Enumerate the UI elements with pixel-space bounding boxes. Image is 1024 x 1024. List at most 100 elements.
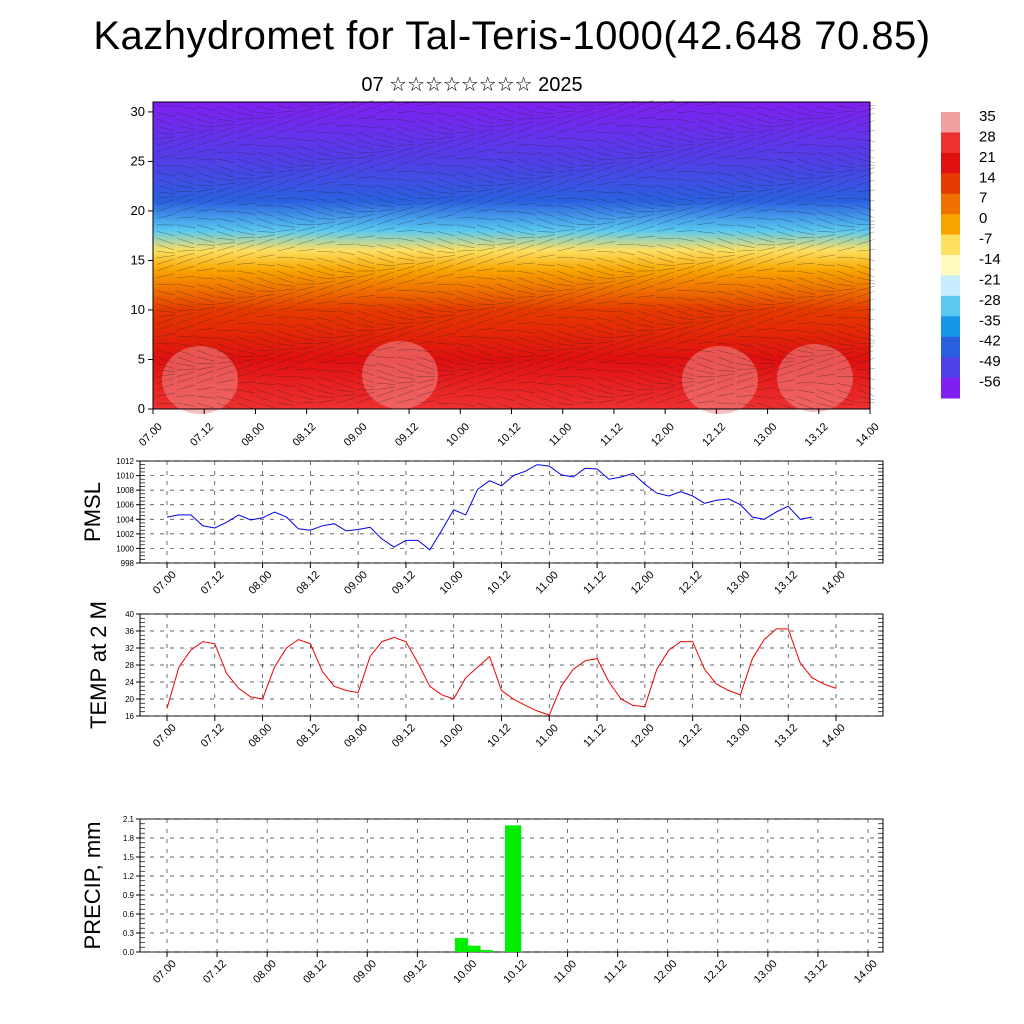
pmsl-x-tick-label: 13.12: [772, 569, 800, 597]
heatmap-x-tick-label: 11.12: [598, 421, 625, 448]
precip-x-tick-label: 07.12: [201, 958, 229, 986]
pmsl-x-tick-label: 12.12: [677, 569, 705, 597]
heatmap-y-tick-label: 5: [138, 351, 145, 366]
heatmap-x-tick-label: 10.12: [495, 421, 523, 449]
temp2m-x-tick-label: 13.12: [772, 722, 800, 750]
colorbar-swatch: [941, 295, 960, 317]
colorbar-label: 14: [979, 169, 996, 186]
pmsl-x-tick-label: 07.12: [199, 569, 227, 597]
pmsl-y-tick-label: 1000: [116, 544, 134, 553]
heatmap-x-tick-label: 12.00: [649, 421, 677, 449]
precip-x-tick-label: 11.00: [552, 958, 579, 985]
precip-x-tick-label: 12.12: [702, 958, 730, 986]
colorbar-swatch: [941, 316, 960, 338]
colorbar-label: 7: [979, 190, 987, 207]
heatmap-y-tick-label: 10: [131, 302, 145, 317]
temp2m-x-tick-label: 13.00: [724, 722, 752, 750]
precip-x-tick-label: 07.00: [151, 958, 179, 986]
pmsl-x-tick-label: 09.12: [390, 569, 418, 597]
precip-bar: [454, 938, 469, 952]
temp2m-x-tick-label: 08.12: [294, 722, 322, 750]
precip-x-tick-label: 10.00: [451, 958, 479, 986]
pmsl-x-tick-label: 10.12: [485, 569, 513, 597]
temp2m-x-tick-label: 14.00: [820, 722, 848, 750]
colorbar-label: 35: [979, 108, 996, 125]
colorbar-swatch: [941, 112, 960, 133]
heatmap-x-tick-label: 13.12: [803, 421, 831, 449]
heatmap-x-tick-label: 11.00: [547, 421, 574, 448]
chart-title: Kazhydromet for Tal-Teris-1000(42.648 70…: [93, 14, 931, 58]
precip-x-tick-label: 11.12: [602, 958, 629, 985]
precip-x-tick-label: 08.00: [251, 958, 279, 986]
pmsl-x-tick-label: 11.12: [581, 569, 608, 596]
pmsl-series-line: [166, 464, 813, 551]
heatmap-warm-cell: [682, 346, 758, 414]
temp2m-x-tick-label: 12.00: [629, 722, 657, 750]
heatmap-y-tick-label: 25: [131, 153, 145, 168]
heatmap-warm-cell: [362, 341, 438, 409]
precip-y-tick-label: 1.2: [123, 872, 135, 881]
precip-bar: [467, 945, 481, 952]
colorbar-swatch: [941, 173, 960, 195]
heatmap-x-tick-label: 14.00: [854, 421, 882, 449]
precip-y-tick-label: 2.1: [123, 815, 135, 824]
precip-x-tick-label: 14.00: [852, 958, 880, 986]
colorbar-label: -35: [979, 312, 1001, 329]
pmsl-x-tick-label: 14.00: [820, 569, 848, 597]
precip-x-tick-label: 13.12: [802, 958, 830, 986]
temp2m-y-tick-label: 40: [125, 610, 134, 619]
chart-subtitle: 07 ☆☆☆☆☆☆☆☆ 2025: [361, 74, 583, 96]
heatmap-x-tick-label: 12.12: [700, 421, 728, 449]
temp2m-x-tick-label: 10.12: [485, 722, 513, 750]
colorbar-label: -21: [979, 271, 1001, 288]
temp2m-x-tick-label: 10.00: [438, 722, 466, 750]
heatmap-field: [153, 102, 870, 409]
colorbar-label: 28: [979, 128, 996, 145]
temp2m-y-tick-label: 36: [125, 627, 134, 636]
precip-bar: [504, 825, 522, 952]
precip-x-tick-label: 13.00: [752, 958, 780, 986]
colorbar-label: -7: [979, 231, 992, 248]
heatmap-x-tick-label: 09.00: [342, 421, 370, 449]
pmsl-y-tick-label: 1002: [116, 530, 134, 539]
precip-x-tick-label: 08.12: [301, 958, 329, 986]
temp2m-x-tick-label: 07.00: [151, 722, 179, 750]
temp2m-x-tick-label: 08.00: [246, 722, 274, 750]
pmsl-y-tick-label: 998: [121, 559, 135, 568]
heatmap-y-tick-label: 0: [138, 401, 145, 416]
temp2m-x-tick-label: 11.00: [533, 722, 560, 749]
pmsl-y-tick-label: 1010: [116, 472, 134, 481]
wind-barbs: [156, 99, 876, 410]
temp2m-x-tick-label: 09.12: [390, 722, 418, 750]
heatmap-y-tick-label: 30: [131, 104, 145, 119]
colorbar-swatch: [941, 357, 960, 379]
temp2m-x-tick-label: 12.12: [677, 722, 705, 750]
colorbar-swatch: [941, 234, 960, 256]
heatmap-y-tick-label: 20: [131, 203, 145, 218]
pmsl-x-tick-label: 11.00: [533, 569, 560, 596]
heatmap-x-tick-label: 07.12: [188, 421, 216, 449]
pmsl-x-tick-label: 07.00: [151, 569, 179, 597]
pmsl-frame: [139, 460, 884, 564]
pmsl-x-tick-label: 09.00: [342, 569, 370, 597]
pmsl-y-axis-label: PMSL: [80, 482, 105, 542]
heatmap-x-tick-label: 09.12: [393, 421, 421, 449]
heatmap-warm-cell: [777, 344, 853, 412]
precip-y-tick-label: 1.5: [123, 853, 135, 862]
colorbar-swatch: [941, 193, 960, 215]
colorbar-swatch: [941, 275, 960, 297]
temp2m-y-tick-label: 20: [125, 695, 134, 704]
heatmap-x-tick-label: 07.00: [137, 421, 165, 449]
temp2m-x-tick-label: 09.00: [342, 722, 370, 750]
pmsl-y-tick-label: 1004: [116, 515, 134, 524]
precip-y-tick-label: 0.6: [123, 910, 135, 919]
heatmap-y-tick-label: 15: [131, 252, 145, 267]
pmsl-x-tick-label: 10.00: [438, 569, 466, 597]
colorbar-swatch: [941, 132, 960, 154]
colorbar-swatch: [941, 336, 960, 358]
temp2m-x-tick-label: 11.12: [581, 722, 608, 749]
pmsl-y-tick-label: 1012: [116, 457, 134, 466]
precip-y-axis-label: PRECIP, mm: [80, 822, 105, 950]
temp2m-y-tick-label: 24: [125, 678, 134, 687]
